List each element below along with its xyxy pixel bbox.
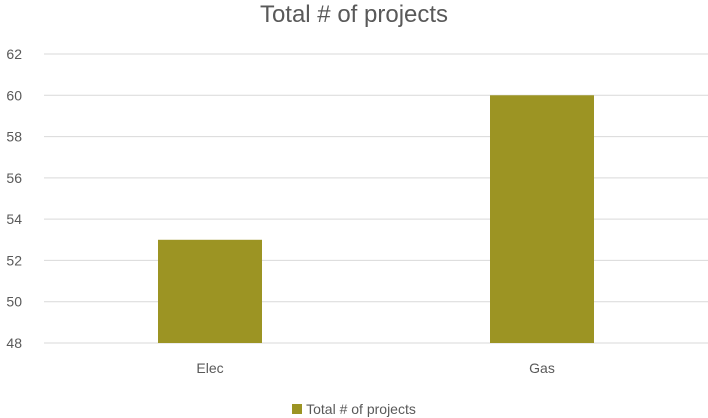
y-tick-label: 58	[6, 129, 22, 145]
y-tick-label: 54	[6, 211, 22, 227]
bar-gas	[490, 95, 594, 344]
x-tick-label: Elec	[196, 360, 223, 376]
legend-swatch	[292, 404, 303, 414]
x-tick-label: Gas	[529, 360, 555, 376]
bar-elec	[158, 239, 262, 343]
y-tick-label: 52	[6, 252, 22, 268]
legend-label: Total # of projects	[306, 401, 416, 417]
y-tick-label: 62	[6, 46, 22, 62]
y-tick-label: 56	[6, 170, 22, 186]
y-tick-label: 60	[6, 87, 22, 103]
y-tick-label: 48	[6, 335, 22, 351]
chart-title: Total # of projects	[259, 1, 449, 28]
plot-area: 48 50 52 54 56 58 60 62 Elec Gas	[6, 46, 708, 376]
legend: Total # of projects	[0, 400, 708, 418]
y-tick-label: 50	[6, 294, 22, 310]
